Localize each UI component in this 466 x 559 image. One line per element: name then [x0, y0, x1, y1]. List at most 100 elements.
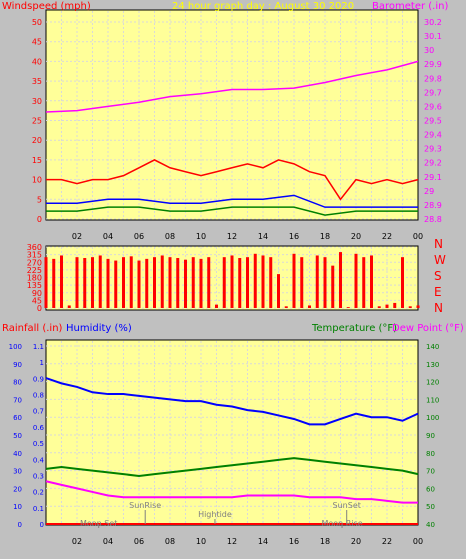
x-tick-label: 20	[351, 537, 361, 546]
y-tick-label: 0	[40, 521, 44, 529]
y-tick-label: 100	[9, 343, 22, 351]
y-tick-label: 80	[426, 450, 435, 458]
barometer-y-ticks: 28.8 28.9 29 29.1 29.2 29.3 29.4 29.5 29.6 29.7 29…	[424, 18, 442, 224]
x-tick-label: 14	[258, 232, 268, 241]
y-tick-label: 60	[13, 414, 22, 422]
windspeed-series	[45, 60, 419, 216]
x-tick-label: 16	[289, 232, 299, 241]
series-line	[46, 194, 418, 208]
y-tick-label: 29.3	[424, 145, 442, 154]
x-tick-label: 14	[258, 537, 268, 546]
compass-label: N	[434, 301, 443, 315]
x-tick-label: 04	[103, 537, 113, 546]
y-tick-label: 90	[13, 361, 22, 369]
x-tick-label: 00	[413, 537, 423, 546]
barometer-axis-label: Barometer (.in)	[372, 1, 448, 12]
temperature-axis-label: Temperature (°F)	[311, 323, 397, 334]
y-tick-label: 70	[426, 468, 435, 476]
y-tick-label: 130	[426, 361, 439, 369]
y-tick-label: 0	[37, 304, 42, 313]
humidity-temp-grid	[46, 341, 418, 525]
y-tick-label: 20	[32, 136, 42, 145]
annotation-label: Moon Set	[80, 519, 117, 528]
y-tick-label: 60	[426, 485, 435, 493]
windspeed-x-ticks: 02 04 06 08 10 12 14 16 18 20 22 00	[72, 232, 423, 241]
y-tick-label: 28.9	[424, 201, 442, 210]
y-tick-label: 1	[40, 359, 44, 367]
humidity-temp-x-ticks: 02 04 06 08 10 12 14 16 18 20 22 00	[72, 537, 423, 546]
y-tick-label: 30	[424, 46, 434, 55]
y-tick-label: 29.9	[424, 60, 442, 69]
humidity-temp-series	[45, 377, 419, 525]
y-tick-label: 45	[32, 296, 42, 305]
x-tick-label: 06	[134, 232, 144, 241]
y-tick-label: 29	[424, 187, 434, 196]
y-tick-label: 80	[13, 379, 22, 387]
y-tick-label: 110	[426, 396, 439, 404]
annotation-label: SunSet	[333, 501, 361, 510]
x-tick-label: 12	[227, 537, 237, 546]
series-line	[45, 457, 419, 477]
x-tick-label: 10	[196, 537, 206, 546]
y-tick-label: 30	[13, 468, 22, 476]
series-line	[45, 377, 419, 426]
y-tick-label: 100	[426, 414, 439, 422]
y-tick-label: 5	[37, 195, 42, 204]
x-tick-label: 20	[351, 232, 361, 241]
annotation-label: Moon Rise	[321, 519, 362, 528]
y-tick-label: 180	[27, 274, 42, 283]
y-tick-label: 29.2	[424, 159, 442, 168]
compass-label: N	[434, 237, 443, 251]
x-tick-label: 02	[72, 537, 82, 546]
y-tick-label: 120	[426, 379, 439, 387]
wind-direction-series	[44, 252, 420, 308]
y-tick-label: 40	[13, 450, 22, 458]
chart-title: 24 hour graph day : August 30 2020	[172, 1, 354, 12]
temperature-y-ticks: 40 50 60 70 80 90 100 110 120 130 140	[426, 343, 439, 529]
y-tick-label: 135	[27, 281, 42, 290]
y-tick-label: 29.1	[424, 173, 442, 182]
series-line	[46, 159, 419, 201]
y-tick-label: 0.5	[33, 440, 44, 448]
y-tick-label: 29.5	[424, 117, 442, 126]
y-tick-label: 270	[27, 258, 42, 267]
rainfall-y-ticks: 0 0.1 0.2 0.3 0.4 0.5 0.6 0.7 0.8 0.9 1 1.1	[33, 343, 45, 529]
y-tick-label: 10	[32, 176, 42, 185]
humidity-y-ticks: 0 10 20 30 40 50 60 70 80 90 100	[9, 343, 22, 529]
x-tick-label: 16	[289, 537, 299, 546]
dewpoint-axis-label: Dew Point (°F)	[392, 323, 464, 334]
x-tick-label: 06	[134, 537, 144, 546]
annotation-label: Hightide	[198, 510, 232, 519]
x-tick-label: 18	[320, 232, 330, 241]
y-tick-label: 90	[426, 432, 435, 440]
humidity-axis-label: Humidity (%)	[66, 323, 132, 334]
y-tick-label: 0.9	[33, 375, 44, 383]
y-tick-label: 35	[32, 77, 42, 86]
y-tick-label: 0	[18, 521, 22, 529]
series-line	[45, 60, 419, 113]
series-line	[45, 480, 418, 504]
y-tick-label: 0	[37, 215, 42, 224]
y-tick-label: 45	[32, 38, 42, 47]
y-tick-label: 20	[13, 485, 22, 493]
y-tick-label: 40	[32, 57, 42, 66]
y-tick-label: 140	[426, 343, 439, 351]
y-tick-label: 70	[13, 396, 22, 404]
rainfall-axis-label: Rainfall (.in)	[2, 323, 63, 334]
y-tick-label: 0.1	[33, 505, 44, 513]
y-tick-label: 30	[32, 97, 42, 106]
annotation-label: SunRise	[129, 501, 161, 510]
x-tick-label: 04	[103, 232, 113, 241]
y-tick-label: 315	[27, 251, 42, 260]
y-tick-label: 50	[426, 503, 435, 511]
x-tick-label: 08	[165, 232, 175, 241]
y-tick-label: 29.6	[424, 102, 442, 111]
x-tick-label: 22	[382, 537, 392, 546]
y-tick-label: 90	[32, 289, 42, 298]
y-tick-label: 0.2	[33, 489, 44, 497]
y-tick-label: 10	[13, 503, 22, 511]
